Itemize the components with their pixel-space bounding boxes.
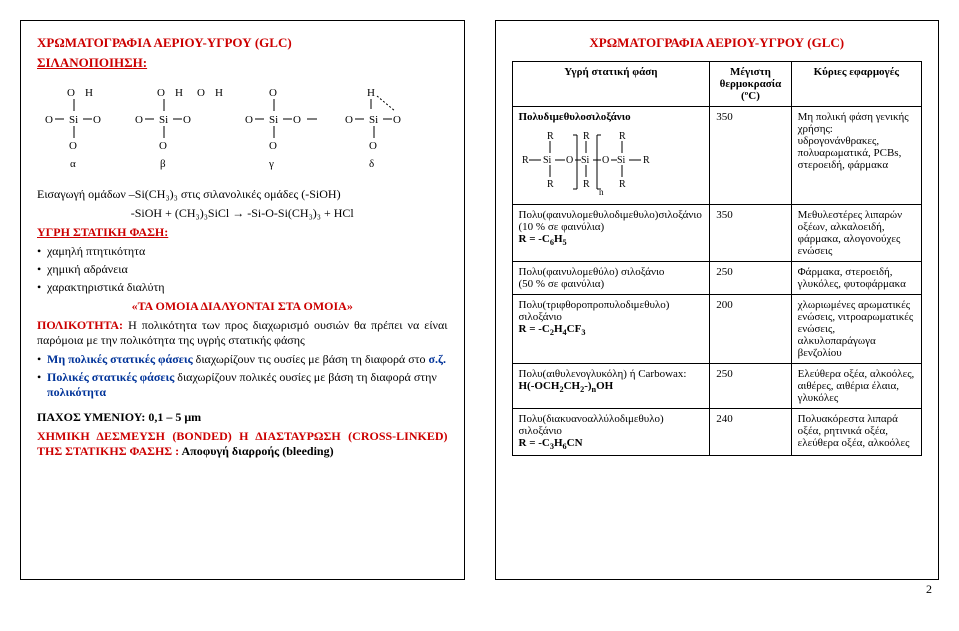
svg-text:R: R: [547, 179, 554, 190]
app-cell: Μεθυλεστέρες λιπαρών οξέων, αλκαλοειδή, …: [791, 205, 921, 262]
label-delta: δ: [369, 158, 374, 170]
phase-cell: Πολυ(αιθυλενογλυκόλη) ή Carbowax:H(-OCH2…: [512, 364, 710, 409]
svg-text:O: O: [135, 114, 143, 126]
table-row: Πολυ(αιθυλενογλυκόλη) ή Carbowax:H(-OCH2…: [512, 364, 922, 409]
table-row: Πολυ(φαινυλομεθυλοδιμεθυλο)σιλοξάνιο(10 …: [512, 205, 922, 262]
temp-cell: 200: [710, 295, 791, 364]
svg-text:R: R: [619, 131, 626, 142]
svg-text:Si: Si: [159, 114, 168, 126]
page: ΧΡΩΜΑΤΟΓΡΑΦΙΑ ΑΕΡΙΟΥ-ΥΓΡΟΥ (GLC) ΣΙΛΑΝΟΠ…: [20, 20, 939, 580]
col-app: Κύριες εφαρμογές: [791, 62, 921, 107]
label-gamma: γ: [268, 158, 274, 170]
label-beta: β: [160, 158, 166, 170]
svg-text:O: O: [183, 114, 191, 126]
app-cell: Ελεύθερα οξέα, αλκοόλες, αιθέρες, αιθέρι…: [791, 364, 921, 409]
svg-text:Si: Si: [69, 114, 78, 126]
left-title: ΧΡΩΜΑΤΟΓΡΑΦΙΑ ΑΕΡΙΟΥ-ΥΓΡΟΥ (GLC): [37, 35, 448, 51]
label-alpha: α: [70, 158, 76, 170]
svg-text:H: H: [85, 87, 93, 99]
reaction: -SiOH + (CH₃)₃SiCl → -Si-O-Si(CH₃)₃ + HC…: [37, 206, 448, 221]
svg-text:O: O: [159, 140, 167, 152]
glc-table: Υγρή στατική φάση Μέγιστη θερμοκρασία (º…: [512, 61, 923, 456]
app-cell: Φάρμακα, στεροειδή, γλυκόλες, φυτοφάρμακ…: [791, 262, 921, 295]
svg-text:O: O: [369, 140, 377, 152]
svg-text:O: O: [345, 114, 353, 126]
svg-text:Si: Si: [581, 155, 590, 166]
right-title: ΧΡΩΜΑΤΟΓΡΑΦΙΑ ΑΕΡΙΟΥ-ΥΓΡΟΥ (GLC): [512, 35, 923, 51]
svg-text:O: O: [69, 140, 77, 152]
svg-text:Si: Si: [543, 155, 552, 166]
svg-text:R: R: [547, 131, 554, 142]
table-row: Πολυ(φαινυλομεθύλο) σιλοξάνιο(50 % σε φα…: [512, 262, 922, 295]
temp-cell: 250: [710, 364, 791, 409]
intro-line: Εισαγωγή ομάδων –Si(CH₃)₃ στις σιλανολικ…: [37, 187, 448, 202]
col-phase: Υγρή στατική φάση: [512, 62, 710, 107]
phase-cell: Πολυ(φαινυλομεθύλο) σιλοξάνιο(50 % σε φα…: [512, 262, 710, 295]
phase-item: χημική αδράνεια: [37, 262, 448, 277]
temp-cell: 240: [710, 409, 791, 456]
svg-text:O: O: [45, 114, 53, 126]
svg-text:R: R: [583, 131, 590, 142]
svg-text:H: H: [367, 87, 375, 99]
temp-cell: 350: [710, 205, 791, 262]
table-row: Πολυ(τριφθοροπροπυλοδιμεθυλο) σιλοξάνιοR…: [512, 295, 922, 364]
silanol-diagram: O H Si O O O O H: [37, 81, 448, 175]
phase-cell: Πολυ(τριφθοροπροπυλοδιμεθυλο) σιλοξάνιοR…: [512, 295, 710, 364]
left-panel: ΧΡΩΜΑΤΟΓΡΑΦΙΑ ΑΕΡΙΟΥ-ΥΓΡΟΥ (GLC) ΣΙΛΑΝΟΠ…: [20, 20, 465, 580]
svg-text:Si: Si: [269, 114, 278, 126]
page-number: 2: [926, 582, 932, 597]
svg-text:O: O: [197, 87, 205, 99]
polarity-line: ΠΟΛΙΚΟΤΗΤΑ: Η πολικότητα των προς διαχωρ…: [37, 318, 448, 348]
table-row: Πολυ(διακυανοαλλύλοδιμεθυλο) σιλοξάνιοR …: [512, 409, 922, 456]
phase-cell: Πολυ(διακυανοαλλύλοδιμεθυλο) σιλοξάνιοR …: [512, 409, 710, 456]
phase-cell: Πολυ(φαινυλομεθυλοδιμεθυλο)σιλοξάνιο(10 …: [512, 205, 710, 262]
like-dissolves: «ΤΑ ΟΜΟΙΑ ΔΙΑΛΥΟΝΤΑΙ ΣΤΑ ΟΜΟΙΑ»: [37, 299, 448, 314]
svg-text:O: O: [269, 140, 277, 152]
svg-text:Si: Si: [369, 114, 378, 126]
col-temp: Μέγιστη θερμοκρασία (ºC): [710, 62, 791, 107]
svg-text:O: O: [269, 87, 277, 99]
silanol-svg: O H Si O O O O H: [37, 81, 417, 171]
app-cell: Πολυακόρεστα λιπαρά οξέα, ρητινικά οξέα,…: [791, 409, 921, 456]
bonded-line: ΧΗΜΙΚΗ ΔΕΣΜΕΥΣΗ (BONDED) Η ΔΙΑΣΤΑΥΡΩΣΗ (…: [37, 429, 448, 459]
right-panel: ΧΡΩΜΑΤΟΓΡΑΦΙΑ ΑΕΡΙΟΥ-ΥΓΡΟΥ (GLC) Υγρή στ…: [495, 20, 940, 580]
left-subtitle: ΣΙΛΑΝΟΠΟΙΗΣΗ:: [37, 55, 448, 71]
phase-item: χαμηλή πτητικότητα: [37, 244, 448, 259]
svg-text:R: R: [583, 179, 590, 190]
app-cell: Μη πολική φάση γενικής χρήσης: υδρογονάν…: [791, 107, 921, 205]
svg-text:O: O: [293, 114, 301, 126]
app-cell: χλωριωμένες αρωματικές ενώσεις, νιτροαρω…: [791, 295, 921, 364]
phase-item: χαρακτηριστικά διαλύτη: [37, 280, 448, 295]
svg-text:R: R: [619, 179, 626, 190]
phase-behaviour-list: Μη πολικές στατικές φάσεις διαχωρίζουν τ…: [37, 352, 448, 400]
svg-text:O: O: [93, 114, 101, 126]
table-row: ΠολυδιμεθυλοσιλοξάνιοRRRRSiOSiOSiRRRRn35…: [512, 107, 922, 205]
svg-text:R: R: [643, 155, 650, 166]
nonpolar-line: Μη πολικές στατικές φάσεις διαχωρίζουν τ…: [37, 352, 448, 367]
polar-line: Πολικές στατικές φάσεις διαχωρίζουν πολι…: [37, 370, 448, 400]
svg-text:O: O: [157, 87, 165, 99]
svg-text:H: H: [215, 87, 223, 99]
svg-text:O: O: [602, 155, 609, 166]
svg-text:O: O: [566, 155, 573, 166]
temp-cell: 350: [710, 107, 791, 205]
phase-heading: ΥΓΡΗ ΣΤΑΤΙΚΗ ΦΑΣΗ:: [37, 225, 448, 240]
thickness: ΠΑΧΟΣ ΥΜΕΝΙΟΥ: 0,1 – 5 μm: [37, 410, 201, 424]
svg-text:H: H: [175, 87, 183, 99]
svg-text:R: R: [522, 155, 529, 166]
temp-cell: 250: [710, 262, 791, 295]
svg-text:O: O: [67, 87, 75, 99]
svg-text:O: O: [393, 114, 401, 126]
svg-text:O: O: [245, 114, 253, 126]
phase-list: χαμηλή πτητικότητα χημική αδράνεια χαρακ…: [37, 244, 448, 295]
phase-cell: ΠολυδιμεθυλοσιλοξάνιοRRRRSiOSiOSiRRRRn: [512, 107, 710, 205]
svg-text:Si: Si: [617, 155, 626, 166]
